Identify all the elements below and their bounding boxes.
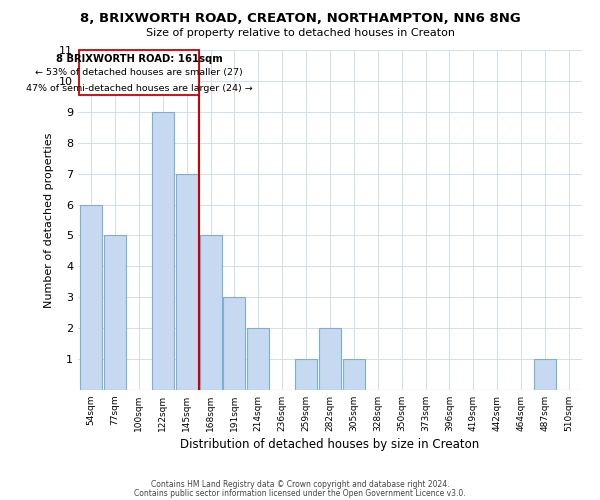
Bar <box>152 112 174 390</box>
Bar <box>80 204 102 390</box>
X-axis label: Distribution of detached houses by size in Creaton: Distribution of detached houses by size … <box>181 438 479 451</box>
Bar <box>200 236 221 390</box>
Bar <box>343 359 365 390</box>
Bar <box>534 359 556 390</box>
Bar <box>104 236 126 390</box>
FancyBboxPatch shape <box>79 50 199 95</box>
Bar <box>223 298 245 390</box>
Y-axis label: Number of detached properties: Number of detached properties <box>44 132 53 308</box>
Text: 47% of semi-detached houses are larger (24) →: 47% of semi-detached houses are larger (… <box>26 84 252 93</box>
Text: Contains HM Land Registry data © Crown copyright and database right 2024.: Contains HM Land Registry data © Crown c… <box>151 480 449 489</box>
Text: 8, BRIXWORTH ROAD, CREATON, NORTHAMPTON, NN6 8NG: 8, BRIXWORTH ROAD, CREATON, NORTHAMPTON,… <box>80 12 520 26</box>
Bar <box>295 359 317 390</box>
Text: Size of property relative to detached houses in Creaton: Size of property relative to detached ho… <box>146 28 455 38</box>
Text: 8 BRIXWORTH ROAD: 161sqm: 8 BRIXWORTH ROAD: 161sqm <box>56 54 222 64</box>
Bar <box>319 328 341 390</box>
Bar <box>247 328 269 390</box>
Bar <box>176 174 197 390</box>
Text: ← 53% of detached houses are smaller (27): ← 53% of detached houses are smaller (27… <box>35 68 243 78</box>
Text: Contains public sector information licensed under the Open Government Licence v3: Contains public sector information licen… <box>134 488 466 498</box>
